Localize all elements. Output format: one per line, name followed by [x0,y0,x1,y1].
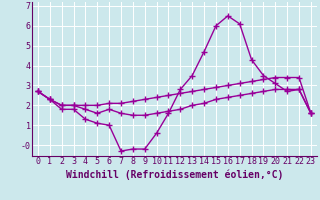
X-axis label: Windchill (Refroidissement éolien,°C): Windchill (Refroidissement éolien,°C) [66,169,283,180]
